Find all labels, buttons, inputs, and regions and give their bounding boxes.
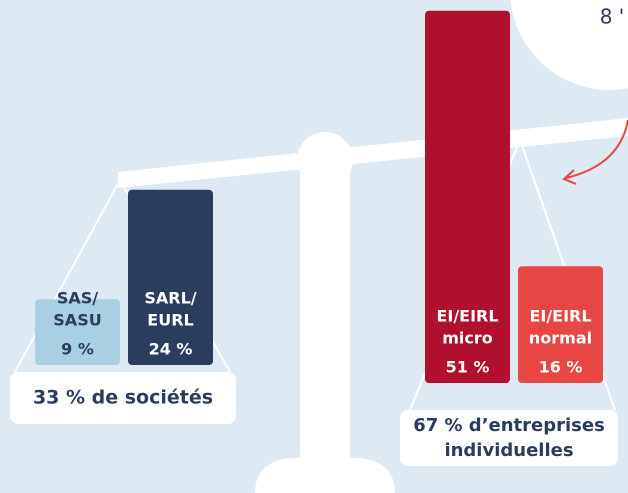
bar-label: EURL [147, 311, 193, 330]
group-label: 67 % d’entreprises [413, 415, 605, 436]
bubble-text: 8 ' [600, 5, 625, 29]
bar-value: 51 % [446, 358, 490, 377]
bar-label: normal [529, 329, 592, 348]
bar-value: 9 % [61, 340, 94, 359]
group-label: individuelles [444, 440, 573, 461]
infographic: 8 ' 33 % de sociétés 67 % d’entreprises … [0, 0, 628, 493]
bar-label: EI/EIRL [529, 307, 591, 326]
bar-label: SAS/ [57, 289, 98, 308]
knob [297, 132, 353, 188]
page: 8 ' 33 % de sociétés 67 % d’entreprises … [0, 0, 628, 493]
bar-label: SASU [53, 311, 101, 330]
bar-label: micro [442, 329, 493, 348]
bar-value: 16 % [539, 358, 583, 377]
post [300, 170, 350, 470]
bar-label: EI/EIRL [436, 307, 498, 326]
bar [425, 11, 510, 383]
base [255, 458, 395, 493]
bar-label: SARL/ [144, 289, 196, 308]
group-label: 33 % de sociétés [33, 387, 213, 409]
bar-value: 24 % [149, 340, 193, 359]
